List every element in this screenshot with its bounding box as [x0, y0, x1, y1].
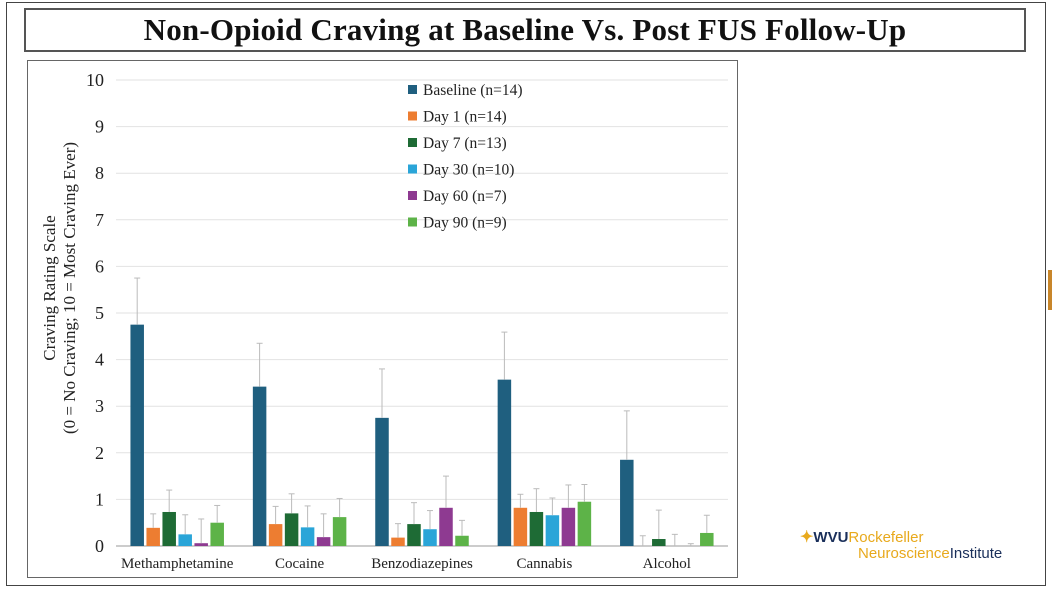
gridlines: [116, 79, 728, 547]
x-tick-label: Benzodiazepines: [371, 556, 473, 572]
wvu-rockefeller-logo: ✦WVURockefeller NeuroscienceInstitute: [800, 530, 1030, 566]
bar: [268, 524, 283, 546]
bar: [497, 379, 512, 546]
y-tick-label: 3: [95, 396, 104, 416]
bar: [146, 527, 160, 546]
logo-rockefeller: Rockefeller: [848, 529, 924, 546]
y-tick-label: 4: [95, 350, 104, 370]
y-tick-label: 0: [95, 536, 104, 556]
x-tick-label: Alcohol: [643, 556, 691, 572]
logo-neuroscience: Neuroscience: [858, 545, 950, 562]
legend-swatch: [408, 191, 417, 200]
y-tick-label: 9: [95, 117, 104, 137]
bar: [210, 522, 224, 546]
slide-frame: [6, 2, 1046, 586]
y-tick-label: 6: [95, 256, 104, 276]
legend-swatch: [408, 111, 417, 121]
error-bars: [134, 277, 710, 546]
bar: [529, 511, 544, 546]
logo-institute: Institute: [949, 545, 1003, 562]
bars: [130, 324, 714, 546]
logo-wvu: WVU: [813, 529, 849, 546]
legend-label: Day 7 (n=13): [423, 135, 507, 152]
bar: [545, 515, 560, 546]
y-tick-label: 2: [95, 443, 104, 463]
bar: [407, 524, 421, 546]
legend: Baseline (n=14) Day 1 (n=14) Day 7 (n=13) D…: [408, 82, 523, 232]
bar: [130, 324, 144, 546]
y-tick-label: 8: [95, 163, 104, 183]
bar: [700, 532, 714, 546]
x-tick-labels: Methamphetamine Cocaine Benzodiazepines Can…: [121, 556, 691, 572]
legend-label: Day 60 (n=7): [423, 188, 507, 205]
bar: [252, 386, 267, 546]
legend-label: Day 30 (n=10): [423, 162, 514, 179]
bar: [375, 417, 389, 546]
bar-chart: 0 1 2 3 4 5 6 7 8 9 10 Methamphetamine Cocaine Benzo…: [40, 70, 728, 572]
y-tick-label: 5: [95, 303, 104, 323]
y-tick-label: 7: [95, 210, 104, 230]
chart-panel: 0 1 2 3 4 5 6 7 8 9 10 Methamphetamine Cocaine Benzo…: [27, 60, 738, 578]
bar: [423, 529, 437, 546]
y-tick-label: 10: [86, 70, 104, 90]
y-tick-labels: 0 1 2 3 4 5 6 7 8 9 10: [86, 70, 104, 556]
y-axis-label-line1: Craving Rating Scale: [40, 215, 59, 360]
legend-swatch: [408, 217, 417, 227]
bar: [620, 459, 634, 546]
title-banner: Non-Opioid Craving at Baseline Vs. Post …: [24, 8, 1026, 52]
legend-label: Day 90 (n=9): [423, 215, 507, 232]
slide-edge-marker: [1048, 270, 1052, 310]
bar: [332, 517, 347, 546]
y-axis-title: Craving Rating Scale (0 = No Craving; 10…: [40, 142, 79, 434]
x-tick-label: Cocaine: [275, 556, 324, 572]
slide-title: Non-Opioid Craving at Baseline Vs. Post …: [143, 12, 907, 47]
bar: [455, 535, 469, 546]
bar: [284, 513, 299, 546]
bar: [652, 539, 666, 546]
bar: [439, 507, 453, 546]
bar: [561, 507, 576, 546]
flying-wv-icon: ✦: [800, 529, 814, 546]
bar: [391, 537, 405, 546]
legend-swatch: [408, 138, 417, 147]
x-tick-label: Cannabis: [516, 556, 572, 572]
y-axis-label-line2: (0 = No Craving; 10 = Most Craving Ever): [60, 142, 79, 434]
bar: [162, 511, 176, 546]
bar: [178, 534, 192, 546]
bar: [194, 543, 208, 546]
y-tick-label: 1: [95, 489, 104, 509]
x-tick-label: Methamphetamine: [121, 556, 234, 572]
bar: [513, 507, 528, 546]
legend-label: Baseline (n=14): [423, 82, 523, 99]
bar: [577, 501, 592, 546]
legend-swatch: [408, 164, 417, 174]
bar: [316, 537, 331, 546]
legend-swatch: [408, 85, 417, 94]
legend-label: Day 1 (n=14): [423, 109, 507, 126]
bar: [300, 527, 315, 546]
